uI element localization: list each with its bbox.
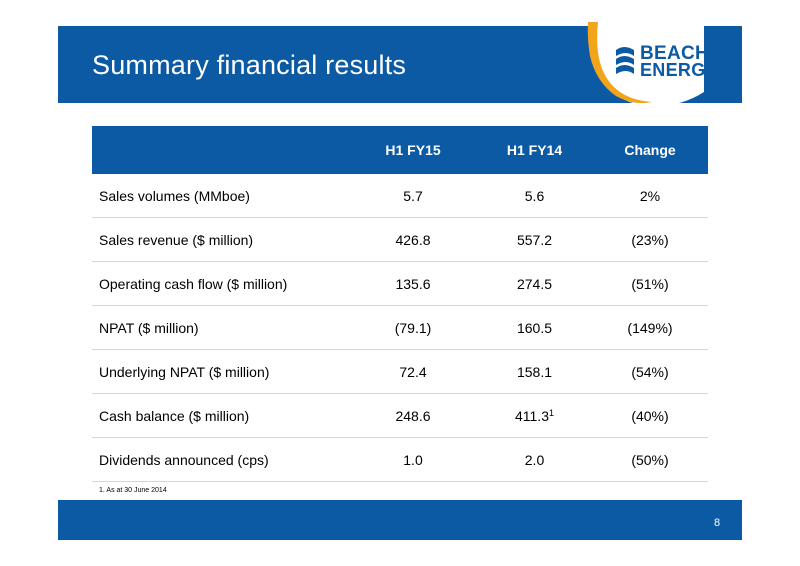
table-row: Sales volumes (MMboe) 5.7 5.6 2% [92,174,708,218]
metric-cell: Cash balance ($ million) [92,393,349,438]
fy15-cell: 1.0 [349,437,477,482]
metric-cell: Sales revenue ($ million) [92,217,349,262]
table-row: Sales revenue ($ million) 426.8 557.2 (2… [92,217,708,262]
fy14-value: 411.3 [514,407,549,424]
logo-wordmark: BEACH ENERGY [640,43,718,80]
metric-cell: Dividends announced (cps) [92,437,349,482]
fy15-cell: 5.7 [349,174,477,218]
page-title: Summary financial results [92,50,407,80]
fy14-cell: 274.5 [477,261,592,306]
page-number: 8 [714,517,721,529]
change-cell: (51%) [592,261,708,306]
change-cell: (50%) [592,437,708,482]
change-cell: (40%) [592,393,708,438]
change-cell: (23%) [592,217,708,262]
column-header-h1-fy15: H1 FY15 [349,126,477,174]
fy14-cell: 557.2 [477,217,592,262]
fy15-cell: 72.4 [349,349,477,394]
financial-results-table: H1 FY15 H1 FY14 Change Sales volumes (MM… [92,126,708,482]
fy14-cell: 2.0 [477,437,592,482]
table-row: Underlying NPAT ($ million) 72.4 158.1 (… [92,349,708,394]
logo-swoosh-icon [587,22,704,106]
fy15-cell: 426.8 [349,217,477,262]
table-row: Dividends announced (cps) 1.0 2.0 (50%) [92,437,708,482]
table-row: Cash balance ($ million) 248.6 411.31 (4… [92,393,708,438]
metric-cell: Underlying NPAT ($ million) [92,349,349,394]
change-cell: 2% [592,174,708,218]
logo-line-2: ENERGY [640,60,718,80]
metric-cell: Operating cash flow ($ million) [92,261,349,306]
column-header-change: Change [592,126,708,174]
fy15-cell: 248.6 [349,393,477,438]
logo-line-1: BEACH [640,43,710,64]
change-cell: (54%) [592,349,708,394]
column-header-h1-fy14: H1 FY14 [477,126,592,174]
fy15-cell: 135.6 [349,261,477,306]
footer-band [58,500,742,540]
footnote: 1. As at 30 June 2014 [99,487,167,494]
footnote-marker: 1 [548,407,554,418]
beach-energy-logo [586,22,704,106]
metric-cell: Sales volumes (MMboe) [92,174,349,218]
metric-cell: NPAT ($ million) [92,305,349,350]
column-header-metric [92,126,349,174]
fy14-cell: 411.31 [477,393,592,438]
fy14-cell: 160.5 [477,305,592,350]
fy14-cell: 5.6 [477,174,592,218]
fy15-cell: (79.1) [349,305,477,350]
change-cell: (149%) [592,305,708,350]
fy14-cell: 158.1 [477,349,592,394]
table-row: NPAT ($ million) (79.1) 160.5 (149%) [92,305,708,350]
table-header-row: H1 FY15 H1 FY14 Change [92,126,708,174]
table-row: Operating cash flow ($ million) 135.6 27… [92,261,708,306]
